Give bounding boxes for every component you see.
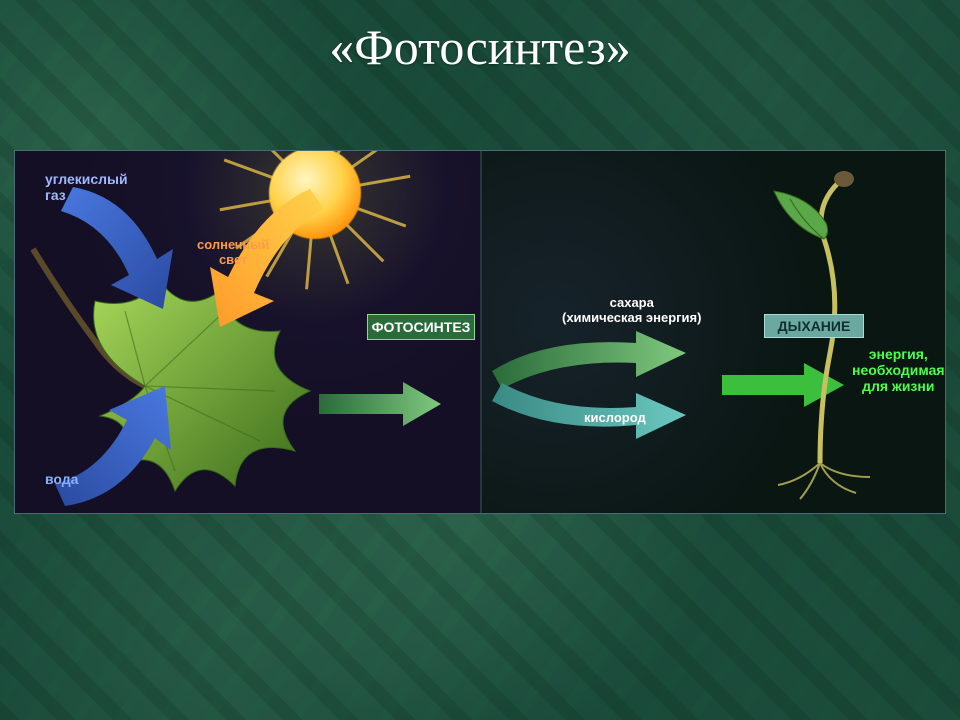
water-label: вода [45,471,78,487]
sugars-label: сахара (химическая энергия) [562,296,701,326]
energy-label: энергия, необходимая для жизни [852,346,945,394]
page-title: «Фотосинтез» [0,18,960,76]
output-arrow-icon [315,376,445,436]
photosynthesis-box: ФОТОСИНТЕЗ [367,314,475,340]
respiration-box: ДЫХАНИЕ [764,314,864,338]
respiration-side: сахара (химическая энергия) кислород эне… [480,151,945,513]
co2-label: углекислый газ [45,171,128,203]
sunlight-label: солнечный свет [197,238,269,268]
water-arrow-icon [35,356,235,513]
oxygen-label: кислород [584,411,646,426]
photosynthesis-side: углекислый газ солнечный свет вода ФОТОС… [15,151,480,513]
diagram-panel: углекислый газ солнечный свет вода ФОТОС… [14,150,946,514]
panel-divider [480,151,482,513]
